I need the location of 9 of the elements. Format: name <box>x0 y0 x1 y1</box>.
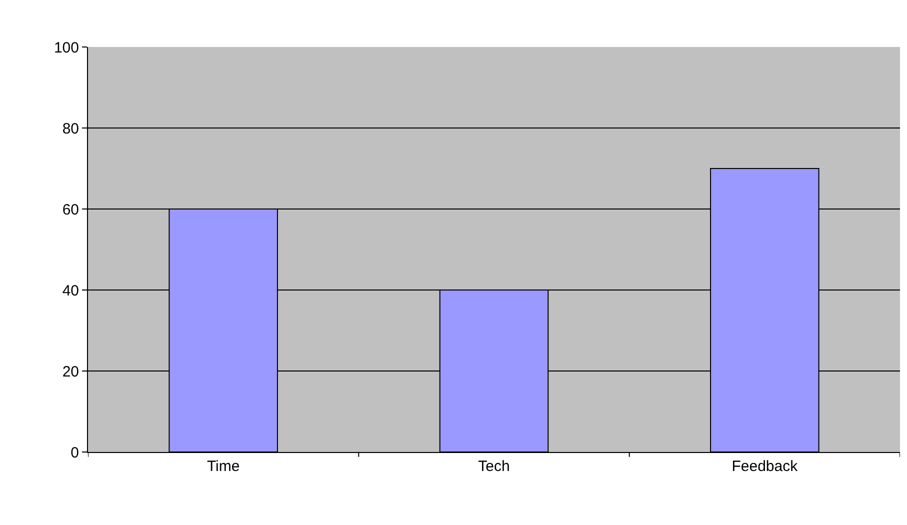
y-tick-label: 80 <box>62 120 79 138</box>
y-tick-label: 60 <box>62 201 79 218</box>
y-tick-label: 0 <box>70 444 79 462</box>
y-tick-label: 20 <box>62 363 79 380</box>
x-tick-label: Time <box>206 458 240 475</box>
y-tick-label: 40 <box>62 282 79 300</box>
y-tick-label: 100 <box>54 39 79 56</box>
x-tick-label: Feedback <box>732 458 798 475</box>
x-tick-label: Tech <box>478 458 510 475</box>
